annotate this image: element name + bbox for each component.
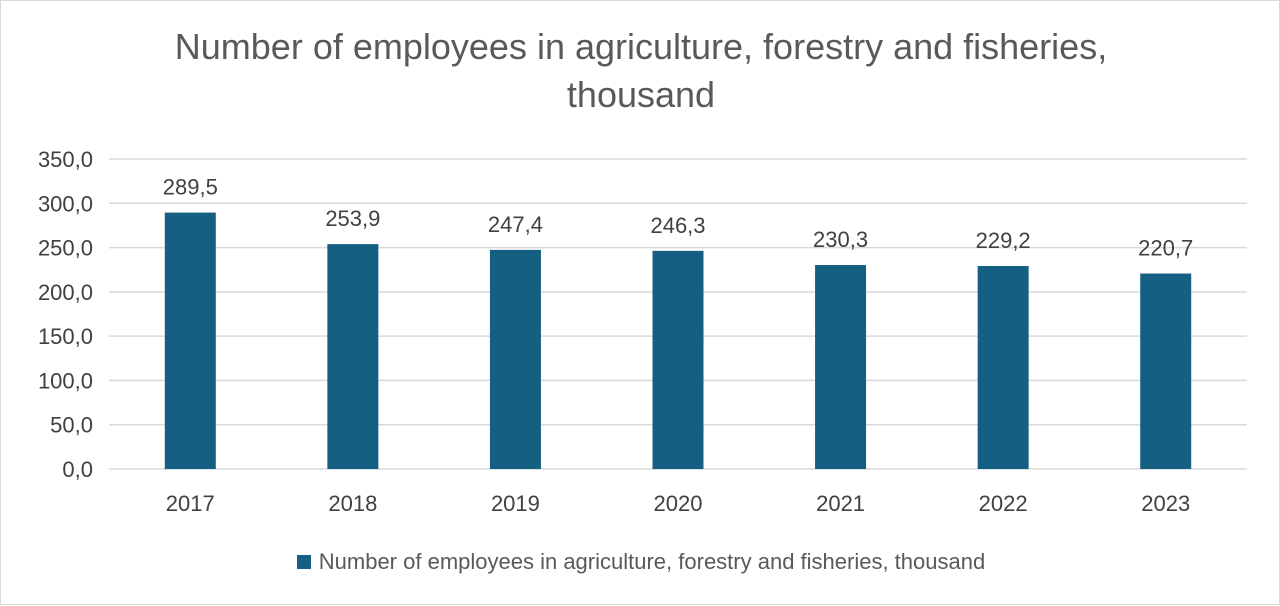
y-axis-tick-labels: 0,0 50,0 100,0 150,0 200,0 250,0 300,0 350,0 bbox=[38, 147, 93, 482]
y-tick-label: 100,0 bbox=[38, 368, 93, 393]
data-label: 253,9 bbox=[325, 206, 380, 231]
y-tick-label: 250,0 bbox=[38, 236, 93, 261]
x-tick-label: 2023 bbox=[1141, 491, 1190, 516]
bar bbox=[1140, 273, 1192, 469]
y-tick-label: 50,0 bbox=[50, 413, 93, 438]
bar bbox=[977, 265, 1029, 469]
data-label: 247,4 bbox=[488, 212, 543, 237]
data-label: 229,2 bbox=[976, 228, 1031, 253]
x-axis-tick-labels: 2017 2018 2019 2020 2021 2022 2023 bbox=[166, 491, 1190, 516]
legend-label: Number of employees in agriculture, fore… bbox=[318, 549, 986, 574]
legend: Number of employees in agriculture, fore… bbox=[1, 549, 1280, 575]
x-tick-label: 2021 bbox=[816, 491, 865, 516]
x-tick-label: 2020 bbox=[654, 491, 703, 516]
x-tick-label: 2017 bbox=[166, 491, 215, 516]
chart-title: Number of employees in agriculture, fore… bbox=[174, 26, 1108, 115]
bar bbox=[652, 250, 704, 469]
bar bbox=[164, 212, 216, 470]
bar bbox=[815, 265, 867, 469]
data-label: 246,3 bbox=[650, 213, 705, 238]
bar bbox=[489, 249, 541, 469]
bar bbox=[327, 244, 379, 469]
legend-swatch bbox=[296, 555, 311, 569]
x-tick-label: 2019 bbox=[491, 491, 540, 516]
x-tick-label: 2022 bbox=[979, 491, 1028, 516]
y-tick-label: 150,0 bbox=[38, 324, 93, 349]
y-tick-label: 350,0 bbox=[38, 147, 93, 172]
data-labels: 289,5 253,9 247,4 246,3 230,3 229,2 220,7 bbox=[163, 175, 1193, 261]
data-label: 220,7 bbox=[1138, 236, 1193, 261]
y-tick-label: 200,0 bbox=[38, 280, 93, 305]
bars bbox=[164, 212, 1192, 470]
x-tick-label: 2018 bbox=[328, 491, 377, 516]
y-tick-label: 0,0 bbox=[62, 457, 93, 482]
data-label: 289,5 bbox=[163, 175, 218, 200]
y-tick-label: 300,0 bbox=[38, 191, 93, 216]
data-label: 230,3 bbox=[813, 227, 868, 252]
